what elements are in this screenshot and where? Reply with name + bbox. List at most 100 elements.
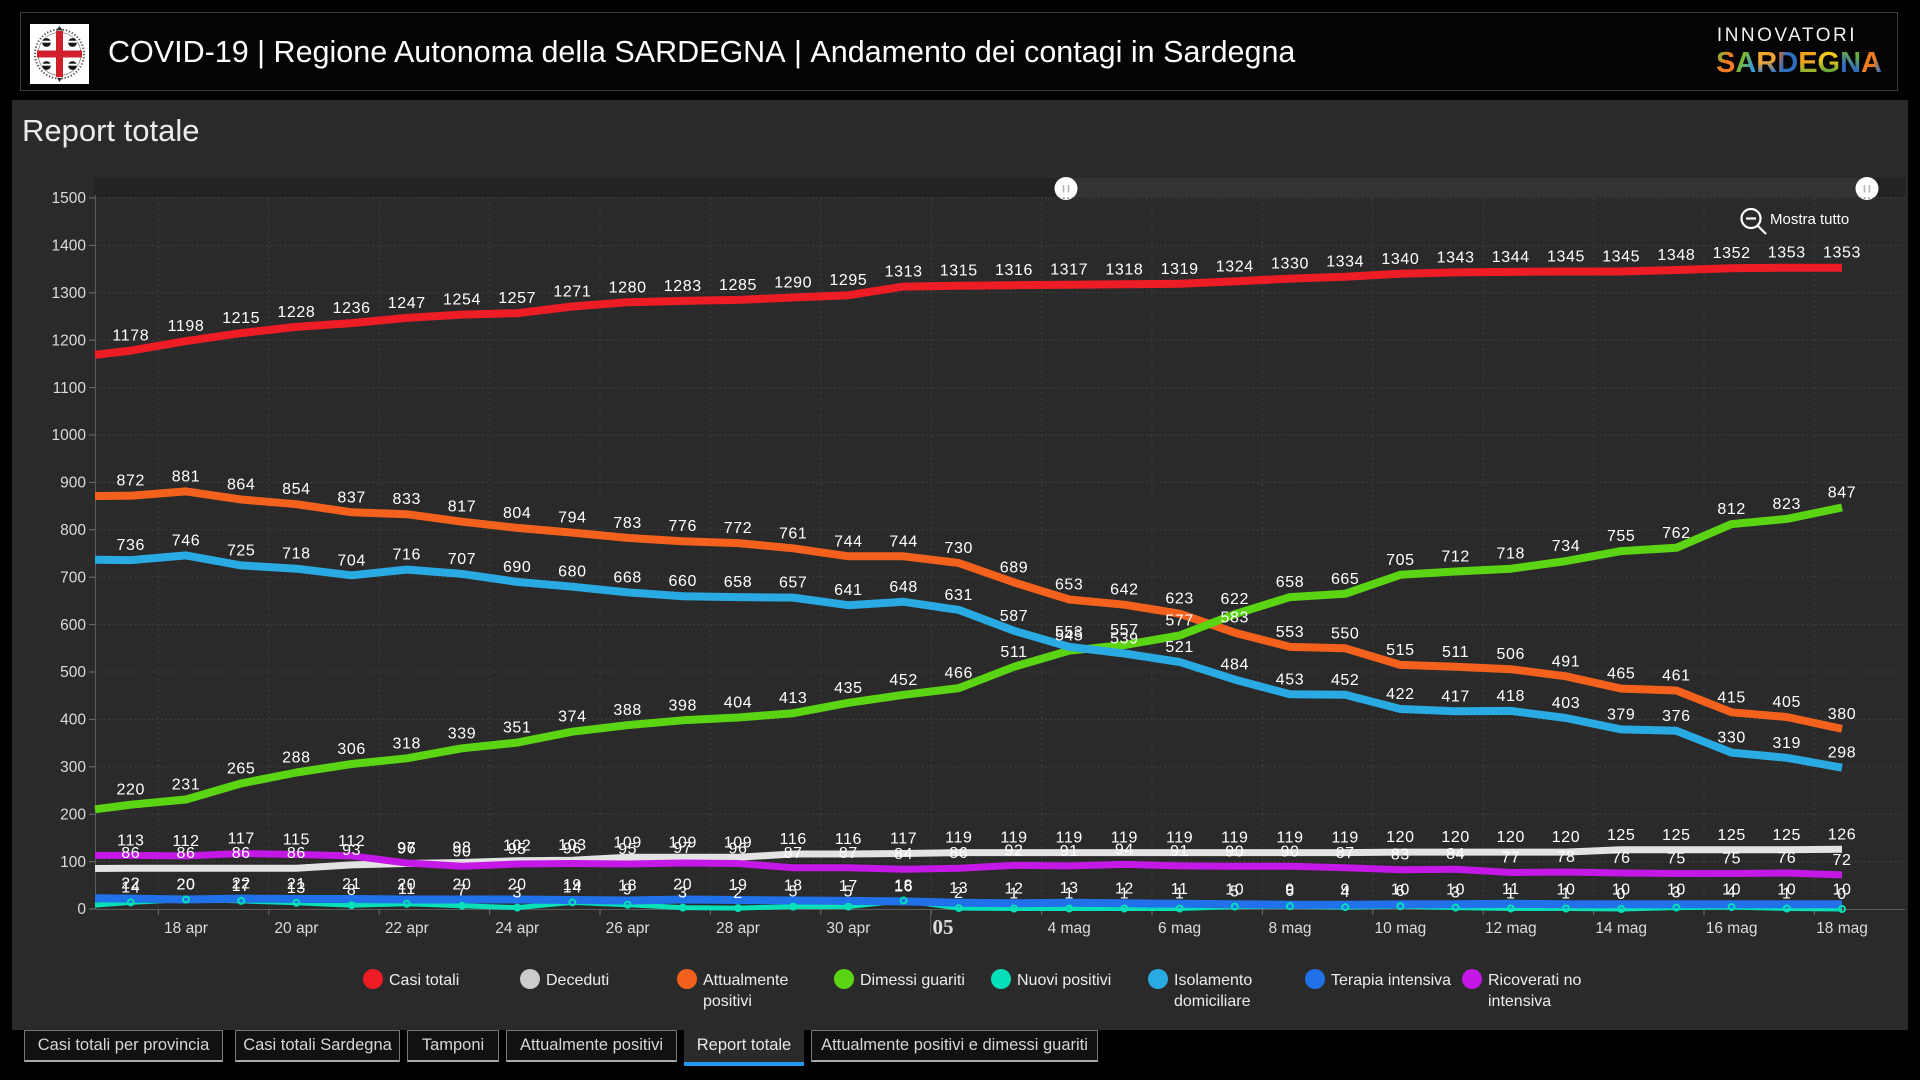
svg-text:413: 413: [779, 690, 808, 707]
svg-text:90: 90: [1225, 843, 1244, 860]
svg-text:97: 97: [673, 840, 692, 857]
svg-text:109: 109: [724, 834, 753, 851]
svg-text:3: 3: [512, 885, 522, 902]
svg-text:86: 86: [121, 845, 140, 862]
svg-text:1500: 1500: [52, 190, 87, 207]
svg-text:1334: 1334: [1326, 254, 1364, 271]
svg-text:1: 1: [1009, 886, 1019, 903]
svg-text:84: 84: [894, 846, 913, 863]
svg-text:553: 553: [1276, 624, 1305, 641]
svg-text:690: 690: [503, 559, 532, 576]
svg-text:7: 7: [457, 883, 467, 900]
svg-text:725: 725: [227, 542, 256, 559]
svg-text:95: 95: [508, 841, 527, 858]
svg-text:11: 11: [1502, 881, 1520, 898]
svg-text:20: 20: [453, 877, 472, 894]
svg-text:400: 400: [60, 712, 86, 729]
svg-text:1000: 1000: [52, 427, 87, 444]
svg-text:300: 300: [60, 759, 86, 776]
svg-text:120: 120: [1497, 829, 1526, 846]
svg-text:1340: 1340: [1381, 251, 1419, 268]
svg-text:91: 91: [1060, 843, 1079, 860]
svg-text:120: 120: [1386, 829, 1415, 846]
svg-text:506: 506: [1497, 646, 1526, 663]
svg-text:288: 288: [282, 750, 311, 767]
svg-text:96: 96: [397, 841, 416, 858]
svg-text:422: 422: [1386, 686, 1415, 703]
svg-text:1313: 1313: [885, 264, 923, 281]
svg-text:112: 112: [338, 833, 365, 850]
svg-text:417: 417: [1441, 688, 1470, 705]
svg-text:5: 5: [844, 884, 854, 901]
svg-text:112: 112: [172, 833, 199, 850]
svg-text:1283: 1283: [664, 278, 702, 295]
svg-text:200: 200: [60, 806, 86, 823]
svg-text:491: 491: [1552, 653, 1581, 670]
svg-text:665: 665: [1331, 571, 1360, 588]
svg-text:10: 10: [1722, 881, 1741, 898]
svg-text:30 apr: 30 apr: [826, 920, 870, 937]
svg-text:812: 812: [1717, 501, 1746, 518]
svg-text:20 apr: 20 apr: [274, 920, 318, 937]
svg-text:1254: 1254: [443, 292, 481, 309]
svg-text:10: 10: [1446, 881, 1465, 898]
svg-text:17: 17: [839, 878, 858, 895]
svg-text:10: 10: [1833, 881, 1852, 898]
svg-text:783: 783: [613, 515, 642, 532]
svg-text:125: 125: [1662, 827, 1691, 844]
svg-text:658: 658: [1276, 574, 1305, 591]
svg-text:1: 1: [1064, 886, 1074, 903]
svg-text:716: 716: [393, 547, 422, 564]
svg-text:87: 87: [1336, 845, 1355, 862]
svg-text:700: 700: [60, 569, 86, 586]
svg-text:736: 736: [117, 537, 146, 554]
svg-text:26 apr: 26 apr: [606, 920, 650, 937]
svg-text:1324: 1324: [1216, 258, 1254, 275]
svg-text:91: 91: [1170, 843, 1189, 860]
svg-text:319: 319: [1773, 735, 1802, 752]
svg-text:12: 12: [1005, 880, 1024, 897]
svg-text:374: 374: [558, 709, 587, 726]
svg-text:117: 117: [890, 831, 917, 848]
svg-text:1300: 1300: [52, 285, 87, 302]
svg-text:231: 231: [172, 777, 201, 794]
svg-text:0: 0: [1616, 886, 1626, 903]
svg-text:712: 712: [1441, 549, 1470, 566]
svg-text:120: 120: [1552, 829, 1581, 846]
svg-text:680: 680: [558, 564, 587, 581]
svg-text:8 mag: 8 mag: [1268, 920, 1311, 937]
svg-text:653: 653: [1055, 577, 1084, 594]
svg-text:115: 115: [283, 832, 310, 849]
svg-text:761: 761: [779, 525, 808, 542]
svg-text:388: 388: [613, 702, 642, 719]
svg-text:120: 120: [1441, 829, 1470, 846]
svg-text:511: 511: [1000, 644, 1027, 661]
svg-text:435: 435: [834, 680, 863, 697]
svg-text:800: 800: [60, 522, 86, 539]
svg-text:804: 804: [503, 505, 532, 522]
svg-text:100: 100: [60, 854, 86, 871]
svg-text:8: 8: [347, 882, 357, 899]
svg-text:1236: 1236: [333, 300, 371, 317]
svg-text:648: 648: [889, 579, 918, 596]
svg-text:6 mag: 6 mag: [1158, 920, 1201, 937]
svg-text:77: 77: [1501, 850, 1520, 867]
svg-text:83: 83: [1391, 847, 1410, 864]
svg-text:744: 744: [834, 533, 863, 550]
svg-text:823: 823: [1773, 496, 1802, 513]
svg-text:18: 18: [894, 878, 913, 895]
svg-text:72: 72: [1833, 852, 1852, 869]
svg-text:1215: 1215: [222, 310, 260, 327]
svg-text:318: 318: [393, 735, 422, 752]
svg-text:1353: 1353: [1768, 245, 1806, 262]
svg-text:13: 13: [949, 880, 968, 897]
svg-text:17: 17: [232, 878, 251, 895]
svg-text:1317: 1317: [1050, 262, 1088, 279]
svg-text:125: 125: [1773, 827, 1802, 844]
svg-text:1400: 1400: [52, 238, 87, 255]
svg-text:109: 109: [613, 834, 642, 851]
svg-text:622: 622: [1221, 591, 1250, 608]
svg-text:404: 404: [724, 695, 753, 712]
svg-text:1330: 1330: [1271, 256, 1309, 273]
svg-text:376: 376: [1662, 708, 1691, 725]
